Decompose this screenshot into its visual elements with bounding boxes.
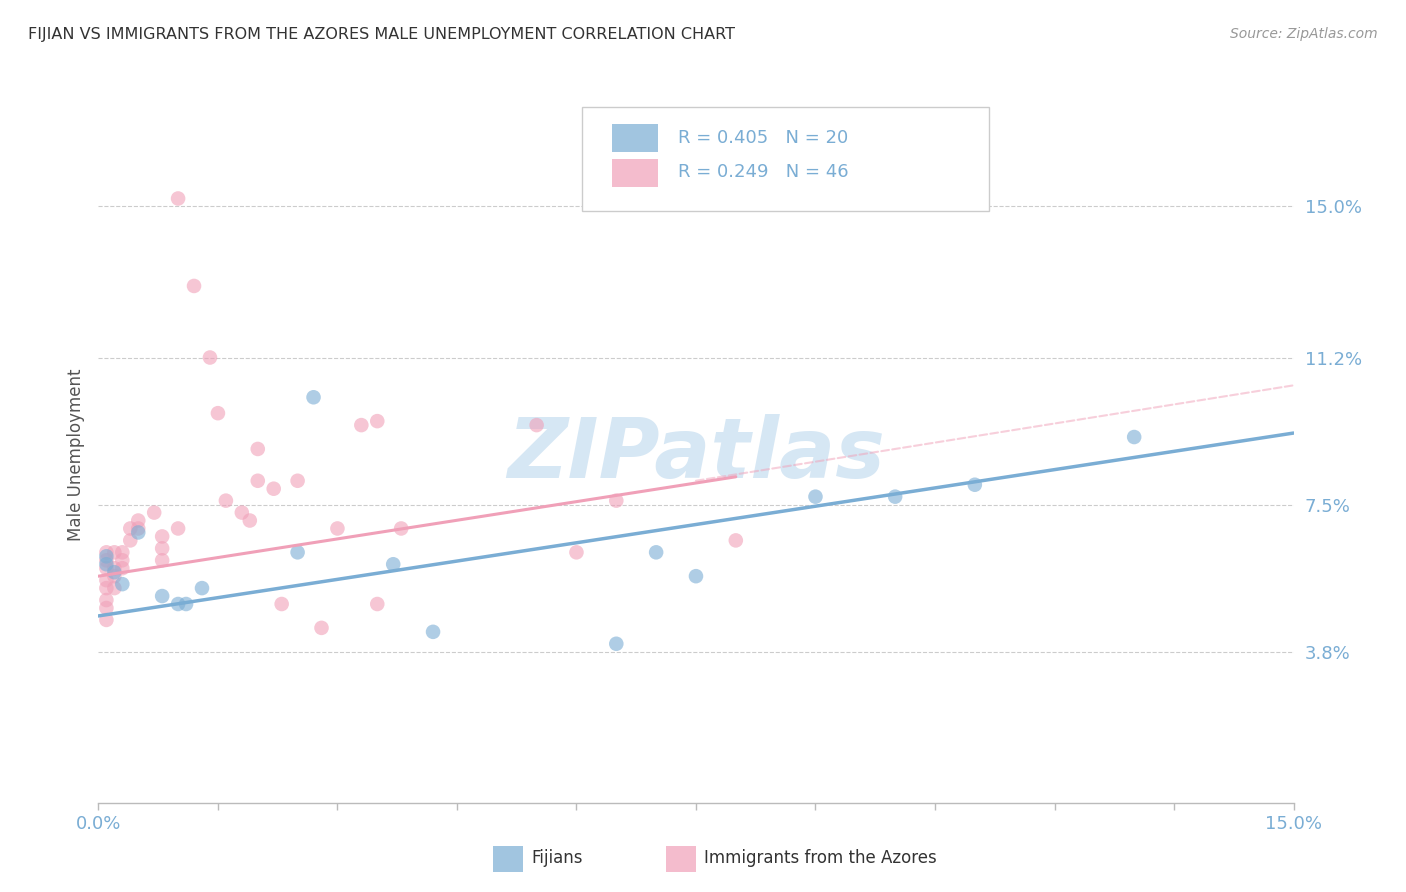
Point: [127, 525, 149, 540]
Point: [350, 418, 373, 433]
Point: [143, 506, 166, 520]
Point: [804, 490, 827, 504]
Point: [96, 558, 118, 572]
Point: [103, 545, 125, 559]
FancyBboxPatch shape: [612, 124, 658, 153]
Point: [103, 561, 125, 575]
FancyBboxPatch shape: [582, 107, 988, 211]
Point: [215, 493, 238, 508]
Point: [127, 521, 149, 535]
Point: [96, 549, 118, 564]
Point: [150, 553, 173, 567]
Point: [111, 545, 134, 559]
Point: [231, 506, 253, 520]
Point: [127, 514, 149, 528]
Y-axis label: Male Unemployment: Male Unemployment: [66, 368, 84, 541]
Point: [96, 601, 118, 615]
Point: [605, 637, 627, 651]
Point: [96, 553, 118, 567]
Point: [526, 418, 548, 433]
FancyBboxPatch shape: [494, 846, 523, 872]
Point: [207, 406, 229, 420]
Point: [167, 521, 190, 535]
Point: [326, 521, 349, 535]
Point: [246, 474, 269, 488]
Point: [96, 573, 118, 587]
Point: [239, 514, 262, 528]
Point: [884, 490, 907, 504]
Point: [96, 593, 118, 607]
Point: [198, 351, 221, 365]
Point: [963, 477, 986, 491]
Point: [174, 597, 197, 611]
FancyBboxPatch shape: [612, 159, 658, 187]
Text: Fijians: Fijians: [531, 849, 582, 867]
Text: R = 0.249   N = 46: R = 0.249 N = 46: [678, 163, 849, 181]
Point: [302, 390, 325, 404]
Point: [111, 561, 134, 575]
Text: Immigrants from the Azores: Immigrants from the Azores: [704, 849, 936, 867]
Point: [111, 577, 134, 591]
Point: [270, 597, 292, 611]
Point: [96, 613, 118, 627]
Point: [724, 533, 747, 548]
Point: [1123, 430, 1146, 444]
Point: [167, 192, 190, 206]
Point: [191, 581, 214, 595]
Point: [183, 279, 205, 293]
Point: [150, 529, 173, 543]
Point: [150, 589, 173, 603]
Point: [311, 621, 333, 635]
Point: [422, 624, 444, 639]
Point: [645, 545, 668, 559]
Point: [287, 545, 309, 559]
Text: Source: ZipAtlas.com: Source: ZipAtlas.com: [1230, 27, 1378, 41]
Text: ZIPatlas: ZIPatlas: [508, 415, 884, 495]
Point: [120, 533, 142, 548]
Text: R = 0.405   N = 20: R = 0.405 N = 20: [678, 128, 848, 146]
Point: [685, 569, 707, 583]
Point: [565, 545, 588, 559]
Point: [382, 558, 405, 572]
FancyBboxPatch shape: [666, 846, 696, 872]
Point: [96, 545, 118, 559]
Point: [103, 581, 125, 595]
Text: FIJIAN VS IMMIGRANTS FROM THE AZORES MALE UNEMPLOYMENT CORRELATION CHART: FIJIAN VS IMMIGRANTS FROM THE AZORES MAL…: [28, 27, 735, 42]
Point: [103, 569, 125, 583]
Point: [366, 414, 388, 428]
Point: [150, 541, 173, 556]
Point: [605, 493, 627, 508]
Point: [366, 597, 388, 611]
Point: [96, 581, 118, 595]
Point: [263, 482, 285, 496]
Point: [246, 442, 269, 456]
Point: [111, 553, 134, 567]
Point: [96, 561, 118, 575]
Point: [103, 565, 125, 579]
Point: [120, 521, 142, 535]
Point: [389, 521, 412, 535]
Point: [287, 474, 309, 488]
Point: [167, 597, 190, 611]
